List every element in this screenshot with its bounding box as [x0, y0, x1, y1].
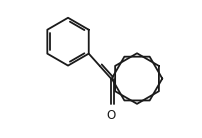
Text: O: O	[106, 109, 115, 122]
